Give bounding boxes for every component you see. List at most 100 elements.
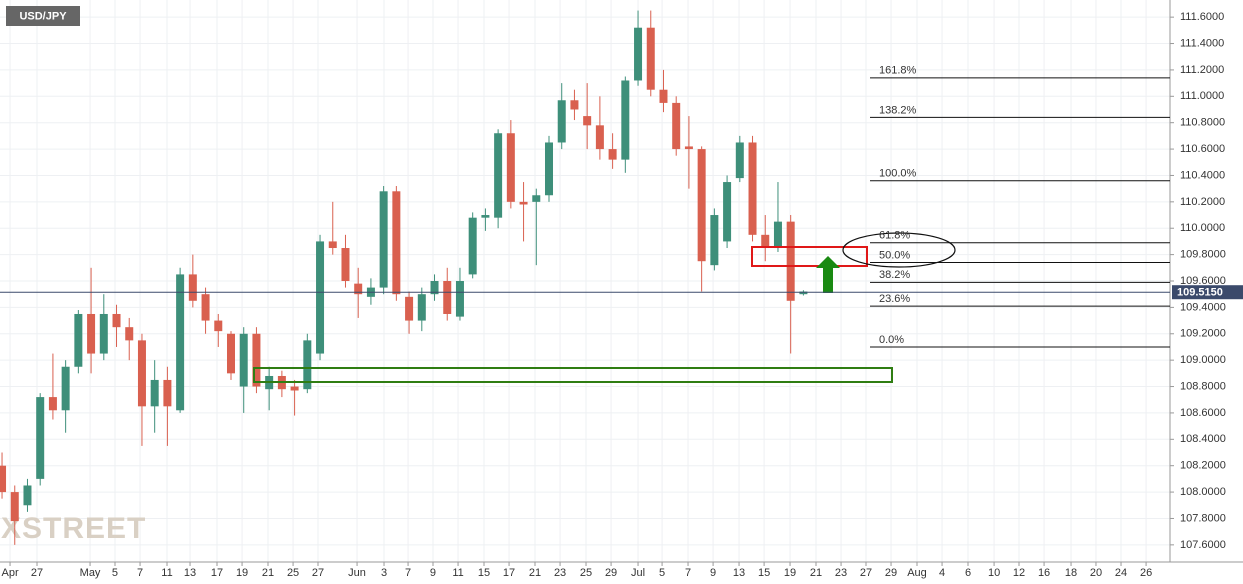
candle-body [23, 485, 32, 506]
x-tick-label: 29 [605, 567, 617, 579]
x-tick-label: Jul [631, 567, 645, 579]
fib-label: 138.2% [879, 104, 917, 116]
candle-body [710, 215, 719, 266]
candle-body [290, 386, 299, 391]
candle-body [188, 274, 197, 301]
candle-body [48, 397, 57, 411]
candle-body [634, 27, 643, 81]
y-tick-label: 110.8000 [1180, 117, 1225, 129]
candle-body [316, 241, 325, 354]
y-tick-label: 109.8000 [1180, 249, 1226, 261]
candle-body [723, 182, 732, 242]
x-tick-label: 24 [1115, 567, 1127, 579]
x-tick-label: 11 [452, 567, 463, 579]
fib-label: 100.0% [879, 168, 917, 180]
x-tick-label: 11 [161, 567, 172, 579]
y-tick-label: 109.4000 [1180, 301, 1226, 313]
candle-body [608, 149, 617, 160]
up-arrow [816, 256, 840, 293]
candle-body [532, 195, 541, 202]
x-tick-label: 21 [262, 567, 274, 579]
x-tick-label: 7 [405, 567, 411, 579]
marks [0, 10, 808, 545]
x-tick-label: 9 [710, 567, 716, 579]
x-tick-label: Apr [1, 567, 18, 579]
x-tick-label: 21 [810, 567, 822, 579]
candle-body [481, 215, 490, 218]
x-tick-label: 19 [236, 567, 248, 579]
candle-body [303, 340, 312, 390]
y-tick-label: 109.2000 [1180, 328, 1226, 340]
x-tick-label: 16 [1038, 567, 1050, 579]
x-tick-label: 27 [860, 567, 872, 579]
x-tick-label: 7 [685, 567, 691, 579]
y-tick-label: 110.2000 [1180, 196, 1225, 208]
candle-body [405, 296, 414, 321]
candle-body [150, 379, 159, 407]
candle-body [137, 340, 146, 407]
x-tick-label: 17 [503, 567, 515, 579]
grid [0, 0, 1170, 562]
x-tick-label: 19 [784, 567, 796, 579]
candle-body [0, 465, 7, 493]
candle-body [697, 149, 706, 262]
candle-body [506, 133, 515, 202]
x-tick-label: 23 [554, 567, 566, 579]
candle-body [430, 281, 439, 295]
candle-body [163, 379, 172, 407]
candle-body [468, 217, 477, 275]
x-tick-label: 25 [287, 567, 299, 579]
x-tick-label: 9 [430, 567, 436, 579]
x-tick-label: 15 [758, 567, 770, 579]
candle-body [417, 294, 426, 321]
x-tick-label: Aug [907, 567, 927, 579]
candle-body [672, 102, 681, 150]
fib-label: 23.6% [879, 293, 910, 305]
candle-body [61, 366, 70, 411]
y-tick-label: 108.0000 [1180, 486, 1226, 498]
y-tick-label: 107.8000 [1180, 512, 1226, 524]
x-tick-label: 21 [529, 567, 541, 579]
candle-body [684, 146, 693, 150]
resistance-box [751, 246, 868, 267]
y-tick-label: 108.8000 [1180, 380, 1226, 392]
y-tick-label: 109.6000 [1180, 275, 1226, 287]
candle-body [443, 281, 452, 314]
candle-body [239, 333, 248, 387]
x-tick-label: 7 [137, 567, 143, 579]
y-tick-label: 110.6000 [1180, 143, 1225, 155]
candle-body [748, 142, 757, 235]
candle-body [557, 100, 566, 143]
y-tick-label: 110.0000 [1180, 222, 1225, 234]
candle-body [494, 133, 503, 218]
candle-body [341, 248, 350, 281]
fib-label: 161.8% [879, 65, 917, 77]
x-tick-label: 23 [835, 567, 847, 579]
x-tick-label: 20 [1090, 567, 1102, 579]
x-tick-label: Jun [348, 567, 366, 579]
x-tick-label: 27 [312, 567, 324, 579]
y-tick-label: 111.0000 [1180, 90, 1224, 102]
last-price-label: 109.5150 [1177, 287, 1223, 299]
candle-body [455, 281, 464, 317]
candle-body [99, 313, 108, 354]
x-tick-label: 27 [31, 567, 43, 579]
candle-body [735, 142, 744, 179]
candle-body [10, 492, 19, 522]
candle-body [392, 191, 401, 295]
x-tick-label: 13 [184, 567, 196, 579]
y-tick-label: 108.2000 [1180, 460, 1226, 472]
fib-label: 38.2% [879, 269, 910, 281]
x-tick-label: 26 [1140, 567, 1152, 579]
candle-body [621, 80, 630, 160]
y-tick-label: 111.6000 [1180, 11, 1224, 23]
ticker-label: USD/JPY [19, 10, 67, 22]
ticker-badge [6, 6, 80, 26]
x-tick-label: 5 [112, 567, 118, 579]
candle-body [201, 294, 210, 321]
candle-body [761, 234, 770, 249]
highlight-ellipse [842, 232, 956, 268]
y-tick-label: 111.4000 [1180, 37, 1224, 49]
candle-body [595, 125, 604, 150]
